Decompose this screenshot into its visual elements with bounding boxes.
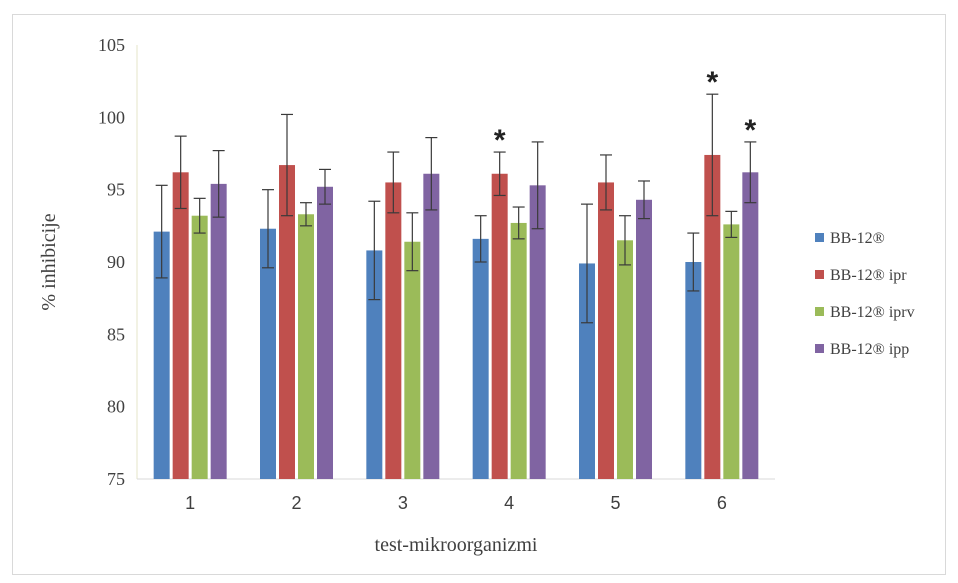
- bar: [172, 172, 189, 479]
- bar: [742, 172, 759, 479]
- legend-swatch: [815, 233, 824, 242]
- legend-swatch: [815, 307, 824, 316]
- bar-chart: 75 80 85 90 95 100 105 1 2 3 4 5 6 * * * % inhibicije…: [38, 35, 915, 556]
- legend-label: BB-12® ipp: [830, 341, 909, 358]
- error-bar: [600, 154, 612, 211]
- bar: [472, 238, 489, 479]
- legend-item: BB-12®: [815, 230, 885, 247]
- legend-item: BB-12® ipp: [815, 341, 909, 358]
- y-tick-label: 105: [98, 35, 125, 55]
- error-bar: [581, 203, 593, 324]
- x-tick-label: 6: [717, 493, 727, 513]
- error-bar: [368, 200, 381, 301]
- y-tick-label: 75: [107, 469, 125, 489]
- x-axis-title: test-mikroorganizmi: [375, 534, 538, 556]
- legend-swatch: [815, 344, 824, 353]
- x-tick-label: 4: [504, 493, 514, 513]
- error-bar: [262, 189, 274, 269]
- bar: [191, 215, 208, 479]
- bar: [491, 173, 508, 479]
- bar: [579, 263, 595, 479]
- error-bar: [531, 141, 544, 230]
- y-tick-label: 95: [107, 180, 125, 200]
- bar: [153, 231, 170, 479]
- error-bar: [193, 197, 206, 234]
- legend-item: BB-12® ipr: [815, 267, 907, 284]
- bar: [260, 228, 276, 479]
- error-bar: [319, 168, 331, 205]
- bar: [404, 241, 421, 479]
- bar: [385, 182, 402, 479]
- bar: [598, 182, 614, 479]
- y-tick-label: 80: [107, 397, 125, 417]
- legend-swatch: [815, 270, 824, 279]
- error-bars: [155, 93, 757, 324]
- error-bar: [687, 232, 700, 292]
- error-bar: [493, 151, 506, 197]
- x-tick-label: 2: [291, 493, 301, 513]
- error-bar: [744, 141, 757, 204]
- bar: [617, 240, 633, 479]
- legend-label: BB-12® ipr: [830, 267, 907, 284]
- legend: BB-12® BB-12® ipr BB-12® iprv BB-12® ipp: [815, 230, 915, 358]
- bar: [423, 173, 440, 479]
- x-tick-label: 3: [398, 493, 408, 513]
- bar: [210, 183, 227, 479]
- significance-markers: * * *: [494, 66, 757, 157]
- bar: [366, 250, 383, 479]
- error-bar: [300, 202, 312, 227]
- bar: [317, 186, 333, 480]
- error-bar: [281, 113, 293, 217]
- x-tick-label: 1: [185, 493, 195, 513]
- y-tick-label: 85: [107, 324, 125, 344]
- legend-item: BB-12® iprv: [815, 304, 915, 321]
- chart-frame: 75 80 85 90 95 100 105 1 2 3 4 5 6 * * * % inhibicije…: [12, 14, 946, 575]
- error-bar: [155, 184, 168, 279]
- error-bar: [725, 210, 738, 239]
- error-bar: [512, 206, 525, 240]
- y-axis-title: % inhibicije: [38, 213, 60, 310]
- bar: [636, 199, 652, 479]
- error-bar: [619, 215, 631, 266]
- error-bar: [387, 151, 400, 214]
- bar: [298, 214, 314, 479]
- bar: [529, 185, 546, 479]
- y-tick-label: 100: [98, 107, 125, 127]
- error-bar: [474, 215, 487, 263]
- legend-label: BB-12® iprv: [830, 304, 915, 321]
- bar: [279, 165, 295, 479]
- significance-asterisk: *: [744, 114, 756, 147]
- bar: [704, 154, 721, 480]
- x-tick-labels: 1 2 3 4 5 6: [185, 493, 727, 513]
- bars: [153, 154, 759, 480]
- error-bar: [425, 136, 438, 211]
- significance-asterisk: *: [706, 66, 718, 99]
- significance-asterisk: *: [494, 124, 506, 157]
- error-bar: [406, 212, 419, 272]
- error-bar: [174, 135, 187, 210]
- error-bar: [212, 150, 225, 218]
- legend-label: BB-12®: [830, 230, 885, 247]
- error-bar: [706, 93, 719, 217]
- y-tick-labels: 75 80 85 90 95 100 105: [98, 35, 125, 489]
- bar: [685, 262, 702, 479]
- y-tick-label: 90: [107, 252, 125, 272]
- error-bar: [638, 180, 650, 220]
- bar: [723, 224, 740, 479]
- bar: [510, 222, 527, 479]
- x-tick-label: 5: [610, 493, 620, 513]
